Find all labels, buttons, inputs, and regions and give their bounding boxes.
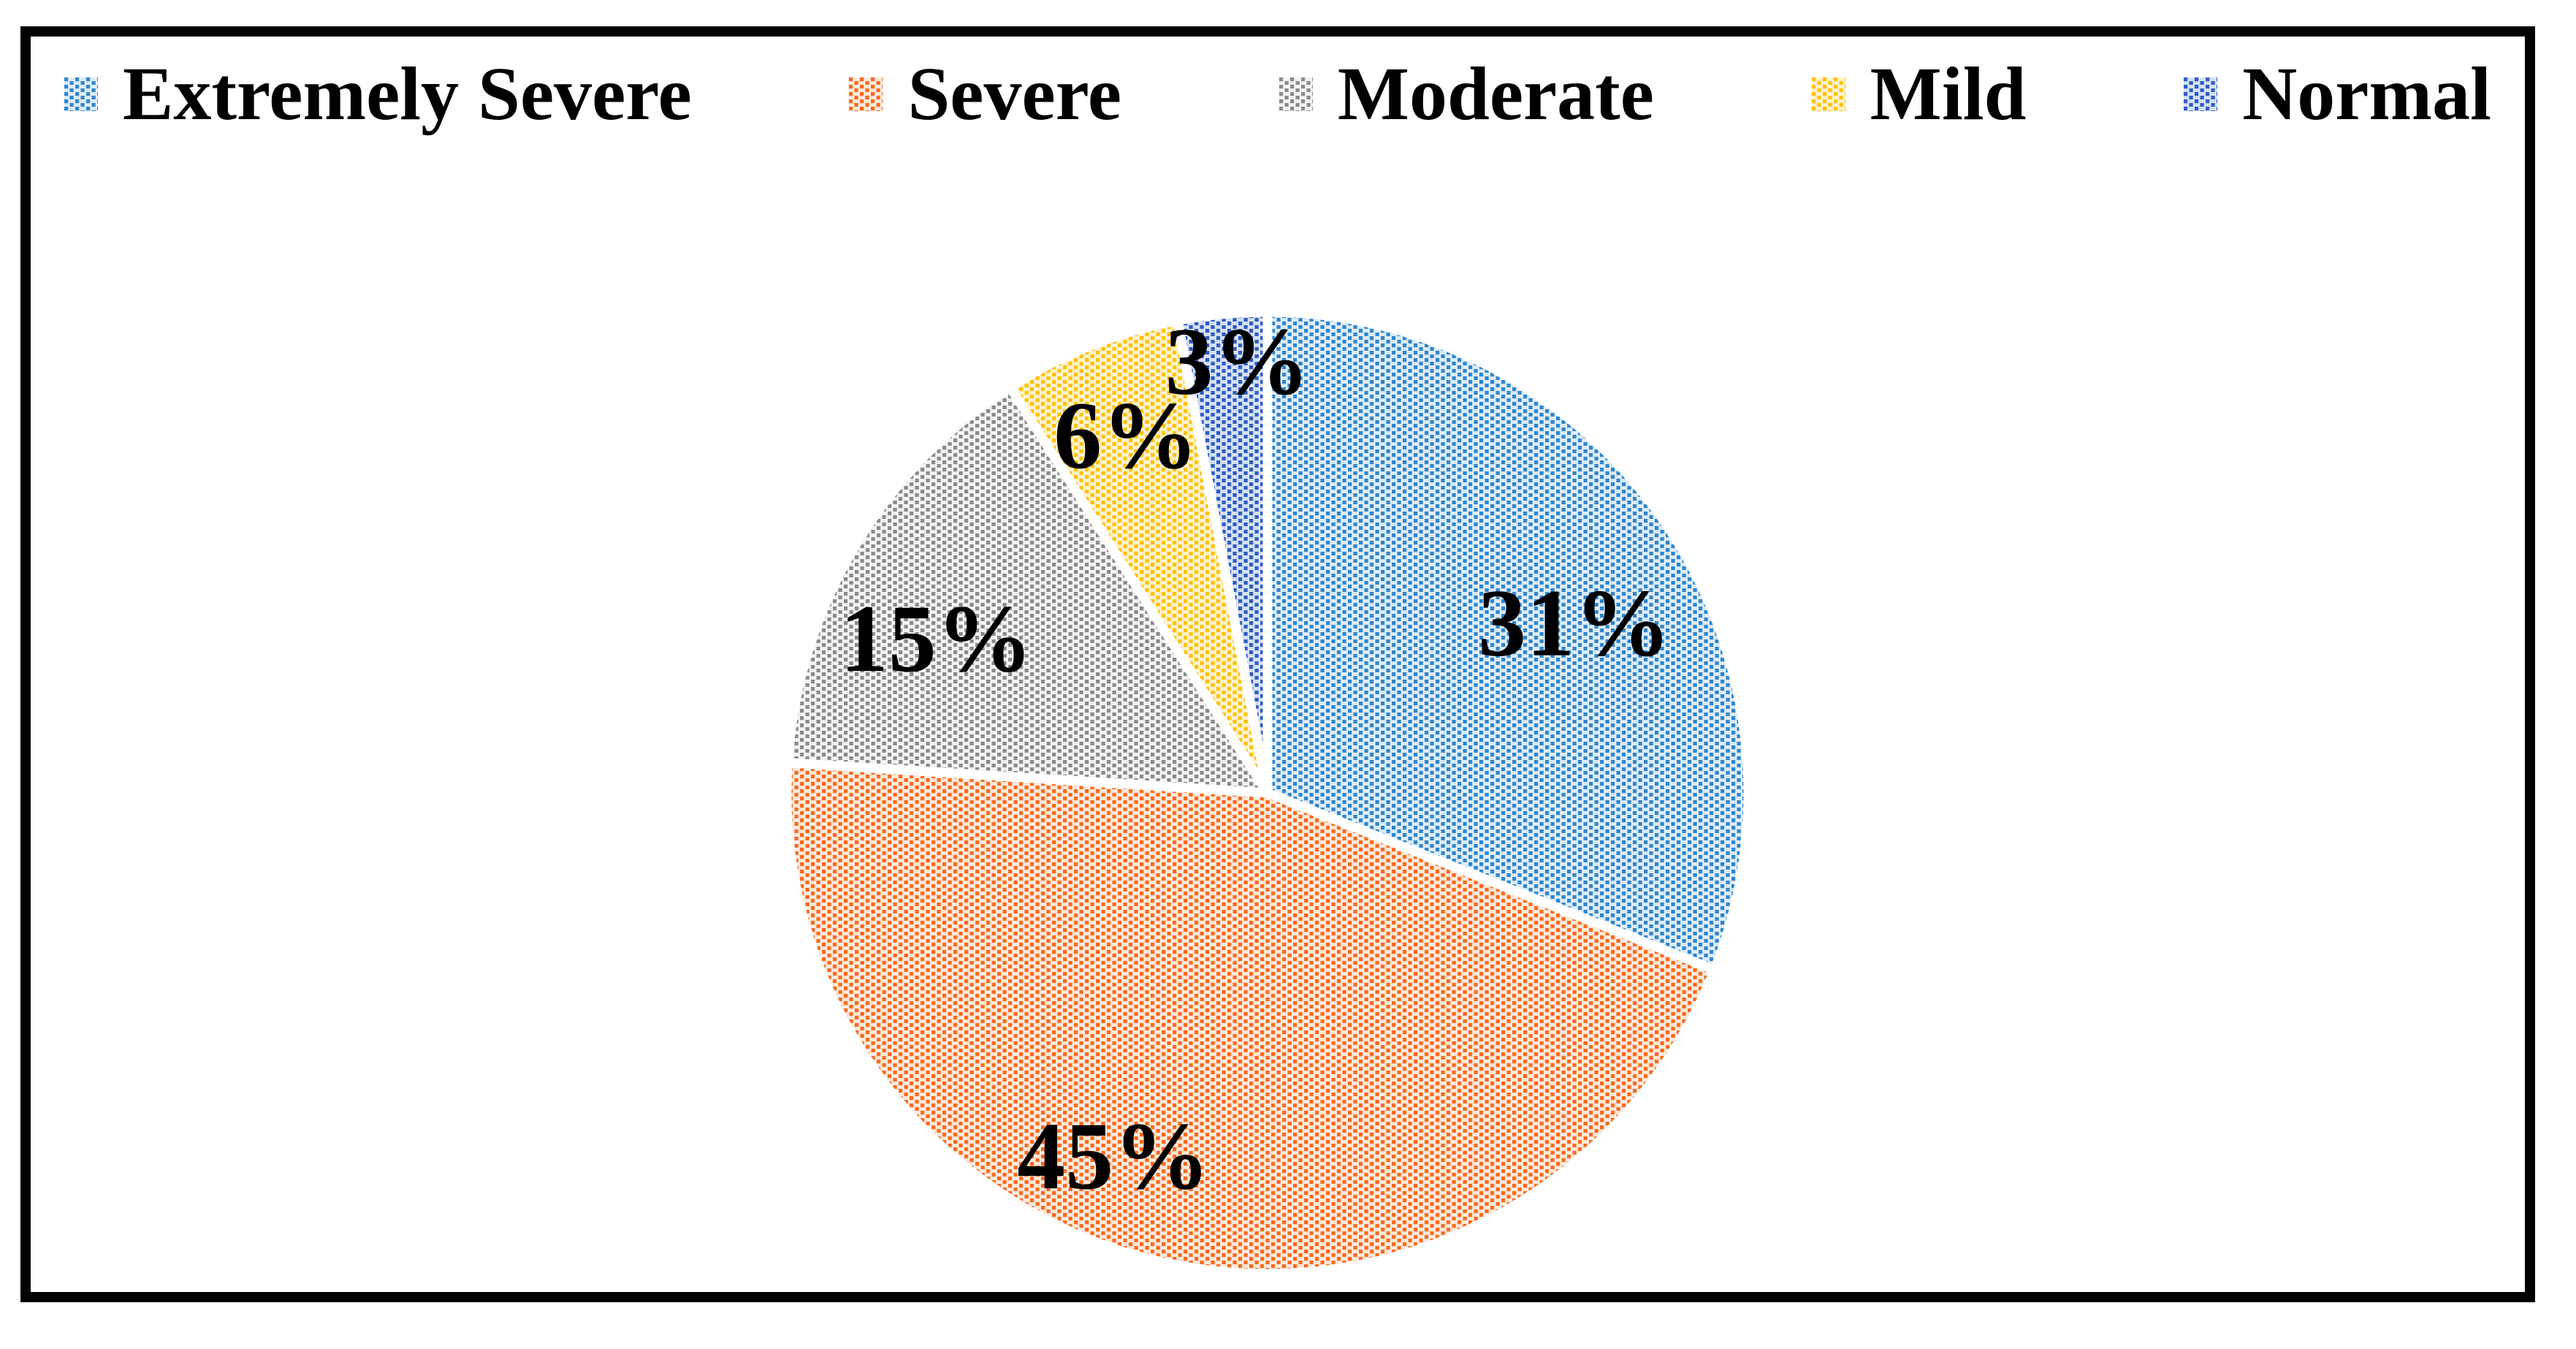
legend-item-moderate: Moderate [1279,52,1654,136]
legend-swatch-moderate-icon [1279,77,1313,112]
legend-label-normal: Normal [2242,52,2491,136]
legend-label-severe: Severe [907,52,1122,136]
legend-item-extremely-severe: Extremely Severe [64,52,692,136]
legend: Extremely Severe Severe Moderate Mild Normal [31,37,2525,136]
legend-item-normal: Normal [2184,52,2491,136]
legend-swatch-mild-icon [1811,77,1845,112]
legend-swatch-severe-icon [849,77,883,112]
legend-label-extremely-severe: Extremely Severe [123,52,692,136]
legend-label-mild: Mild [1870,52,2027,136]
legend-label-moderate: Moderate [1337,52,1654,136]
legend-item-severe: Severe [849,52,1122,136]
chart-frame: Extremely Severe Severe Moderate Mild Normal [20,26,2535,1302]
legend-item-mild: Mild [1811,52,2027,136]
legend-swatch-extremely-severe-icon [64,77,98,112]
legend-swatch-normal-icon [2184,77,2218,112]
